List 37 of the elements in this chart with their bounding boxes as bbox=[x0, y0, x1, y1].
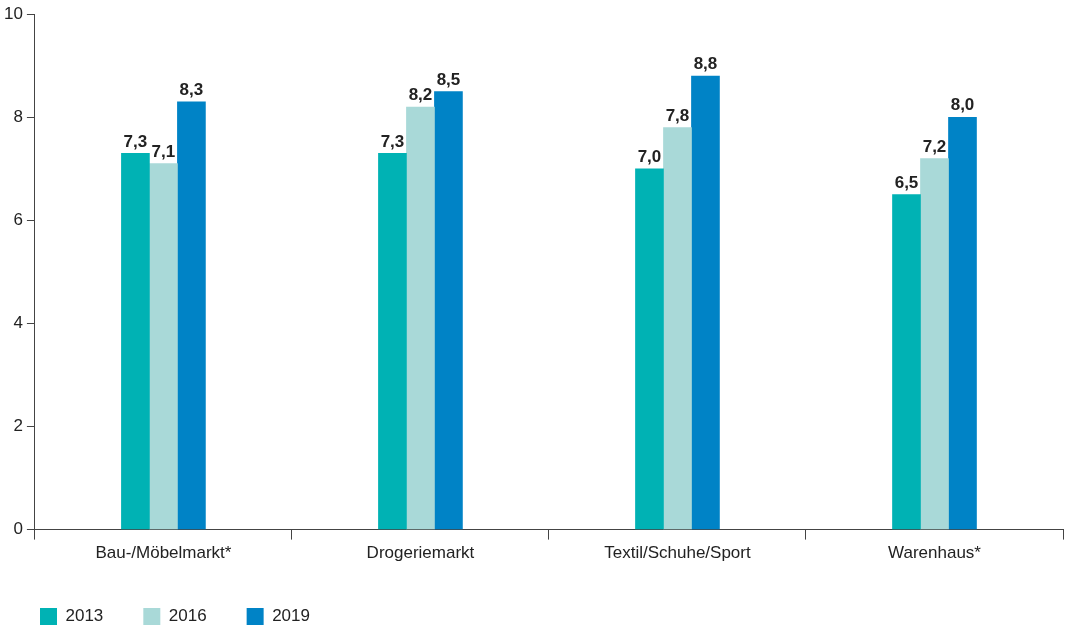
y-tick-label: 0 bbox=[13, 519, 23, 539]
x-tick-label: Bau-/Möbelmarkt* bbox=[95, 543, 232, 563]
bar bbox=[663, 127, 692, 530]
y-tick-label: 4 bbox=[13, 313, 23, 333]
y-tick-label: 6 bbox=[13, 210, 23, 230]
data-label: 8,5 bbox=[436, 69, 461, 89]
x-tick-label: Drogeriemarkt bbox=[366, 543, 475, 563]
x-tick-label: Warenhaus* bbox=[888, 543, 982, 563]
data-label: 7,3 bbox=[123, 131, 148, 151]
legend-label: 2016 bbox=[168, 606, 207, 626]
bar bbox=[635, 168, 664, 530]
data-label: 7,8 bbox=[665, 105, 690, 125]
x-tick-label: Textil/Schuhe/Sport bbox=[604, 543, 751, 563]
data-label: 8,8 bbox=[693, 54, 718, 74]
data-label: 7,3 bbox=[380, 131, 405, 151]
data-label: 8,0 bbox=[950, 95, 975, 115]
data-label: 8,2 bbox=[408, 85, 433, 105]
data-label: 8,3 bbox=[179, 80, 204, 100]
bar bbox=[920, 158, 949, 530]
data-label: 7,1 bbox=[151, 141, 176, 161]
legend-label: 2019 bbox=[272, 606, 310, 626]
data-label: 6,5 bbox=[894, 172, 919, 192]
y-tick-label: 8 bbox=[13, 106, 23, 126]
bar bbox=[378, 153, 407, 530]
bar bbox=[149, 163, 178, 530]
bar bbox=[892, 194, 921, 530]
bar bbox=[177, 101, 206, 530]
data-label: 7,0 bbox=[637, 147, 662, 167]
y-tick-label: 10 bbox=[3, 3, 23, 23]
bar bbox=[406, 106, 435, 530]
legend-label: 2013 bbox=[65, 606, 104, 626]
data-label: 7,2 bbox=[922, 136, 947, 156]
bar bbox=[121, 153, 150, 530]
bar bbox=[948, 116, 977, 530]
bar bbox=[691, 75, 720, 530]
y-tick-label: 2 bbox=[13, 416, 23, 436]
bar bbox=[434, 91, 463, 530]
